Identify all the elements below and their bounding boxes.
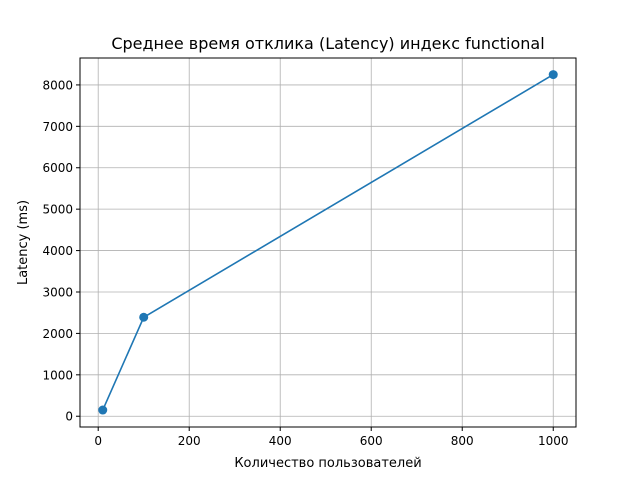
- data-point: [139, 312, 149, 322]
- ticks: 0 200 400 600 800 1000 0 1000 2000 3000 4000 5000 60…: [42, 78, 568, 448]
- series-layer: [98, 70, 558, 415]
- grid: [80, 58, 576, 427]
- x-tick-label: 200: [178, 434, 201, 448]
- y-tick-label: 6000: [42, 161, 73, 175]
- chart-title: Среднее время отклика (Latency) индекс f…: [111, 34, 544, 53]
- x-tick-label: 1000: [538, 434, 569, 448]
- y-tick-label: 7000: [42, 120, 73, 134]
- x-tick-label: 800: [451, 434, 474, 448]
- x-tick-label: 0: [94, 434, 102, 448]
- y-tick-label: 5000: [42, 203, 73, 217]
- y-axis-label: Latency (ms): [16, 200, 31, 285]
- data-point: [548, 70, 558, 80]
- y-tick-label: 3000: [42, 285, 73, 299]
- plot-area-frame: [79, 57, 577, 428]
- y-tick-label: 2000: [42, 327, 73, 341]
- y-tick-label: 8000: [42, 78, 73, 92]
- x-tick-label: 600: [360, 434, 383, 448]
- y-tick-label: 0: [65, 410, 73, 424]
- y-tick-label: 4000: [42, 244, 73, 258]
- x-axis-label: Количество пользователей: [234, 456, 421, 471]
- x-tick-label: 400: [269, 434, 292, 448]
- data-point: [98, 405, 108, 415]
- y-tick-label: 1000: [42, 368, 73, 382]
